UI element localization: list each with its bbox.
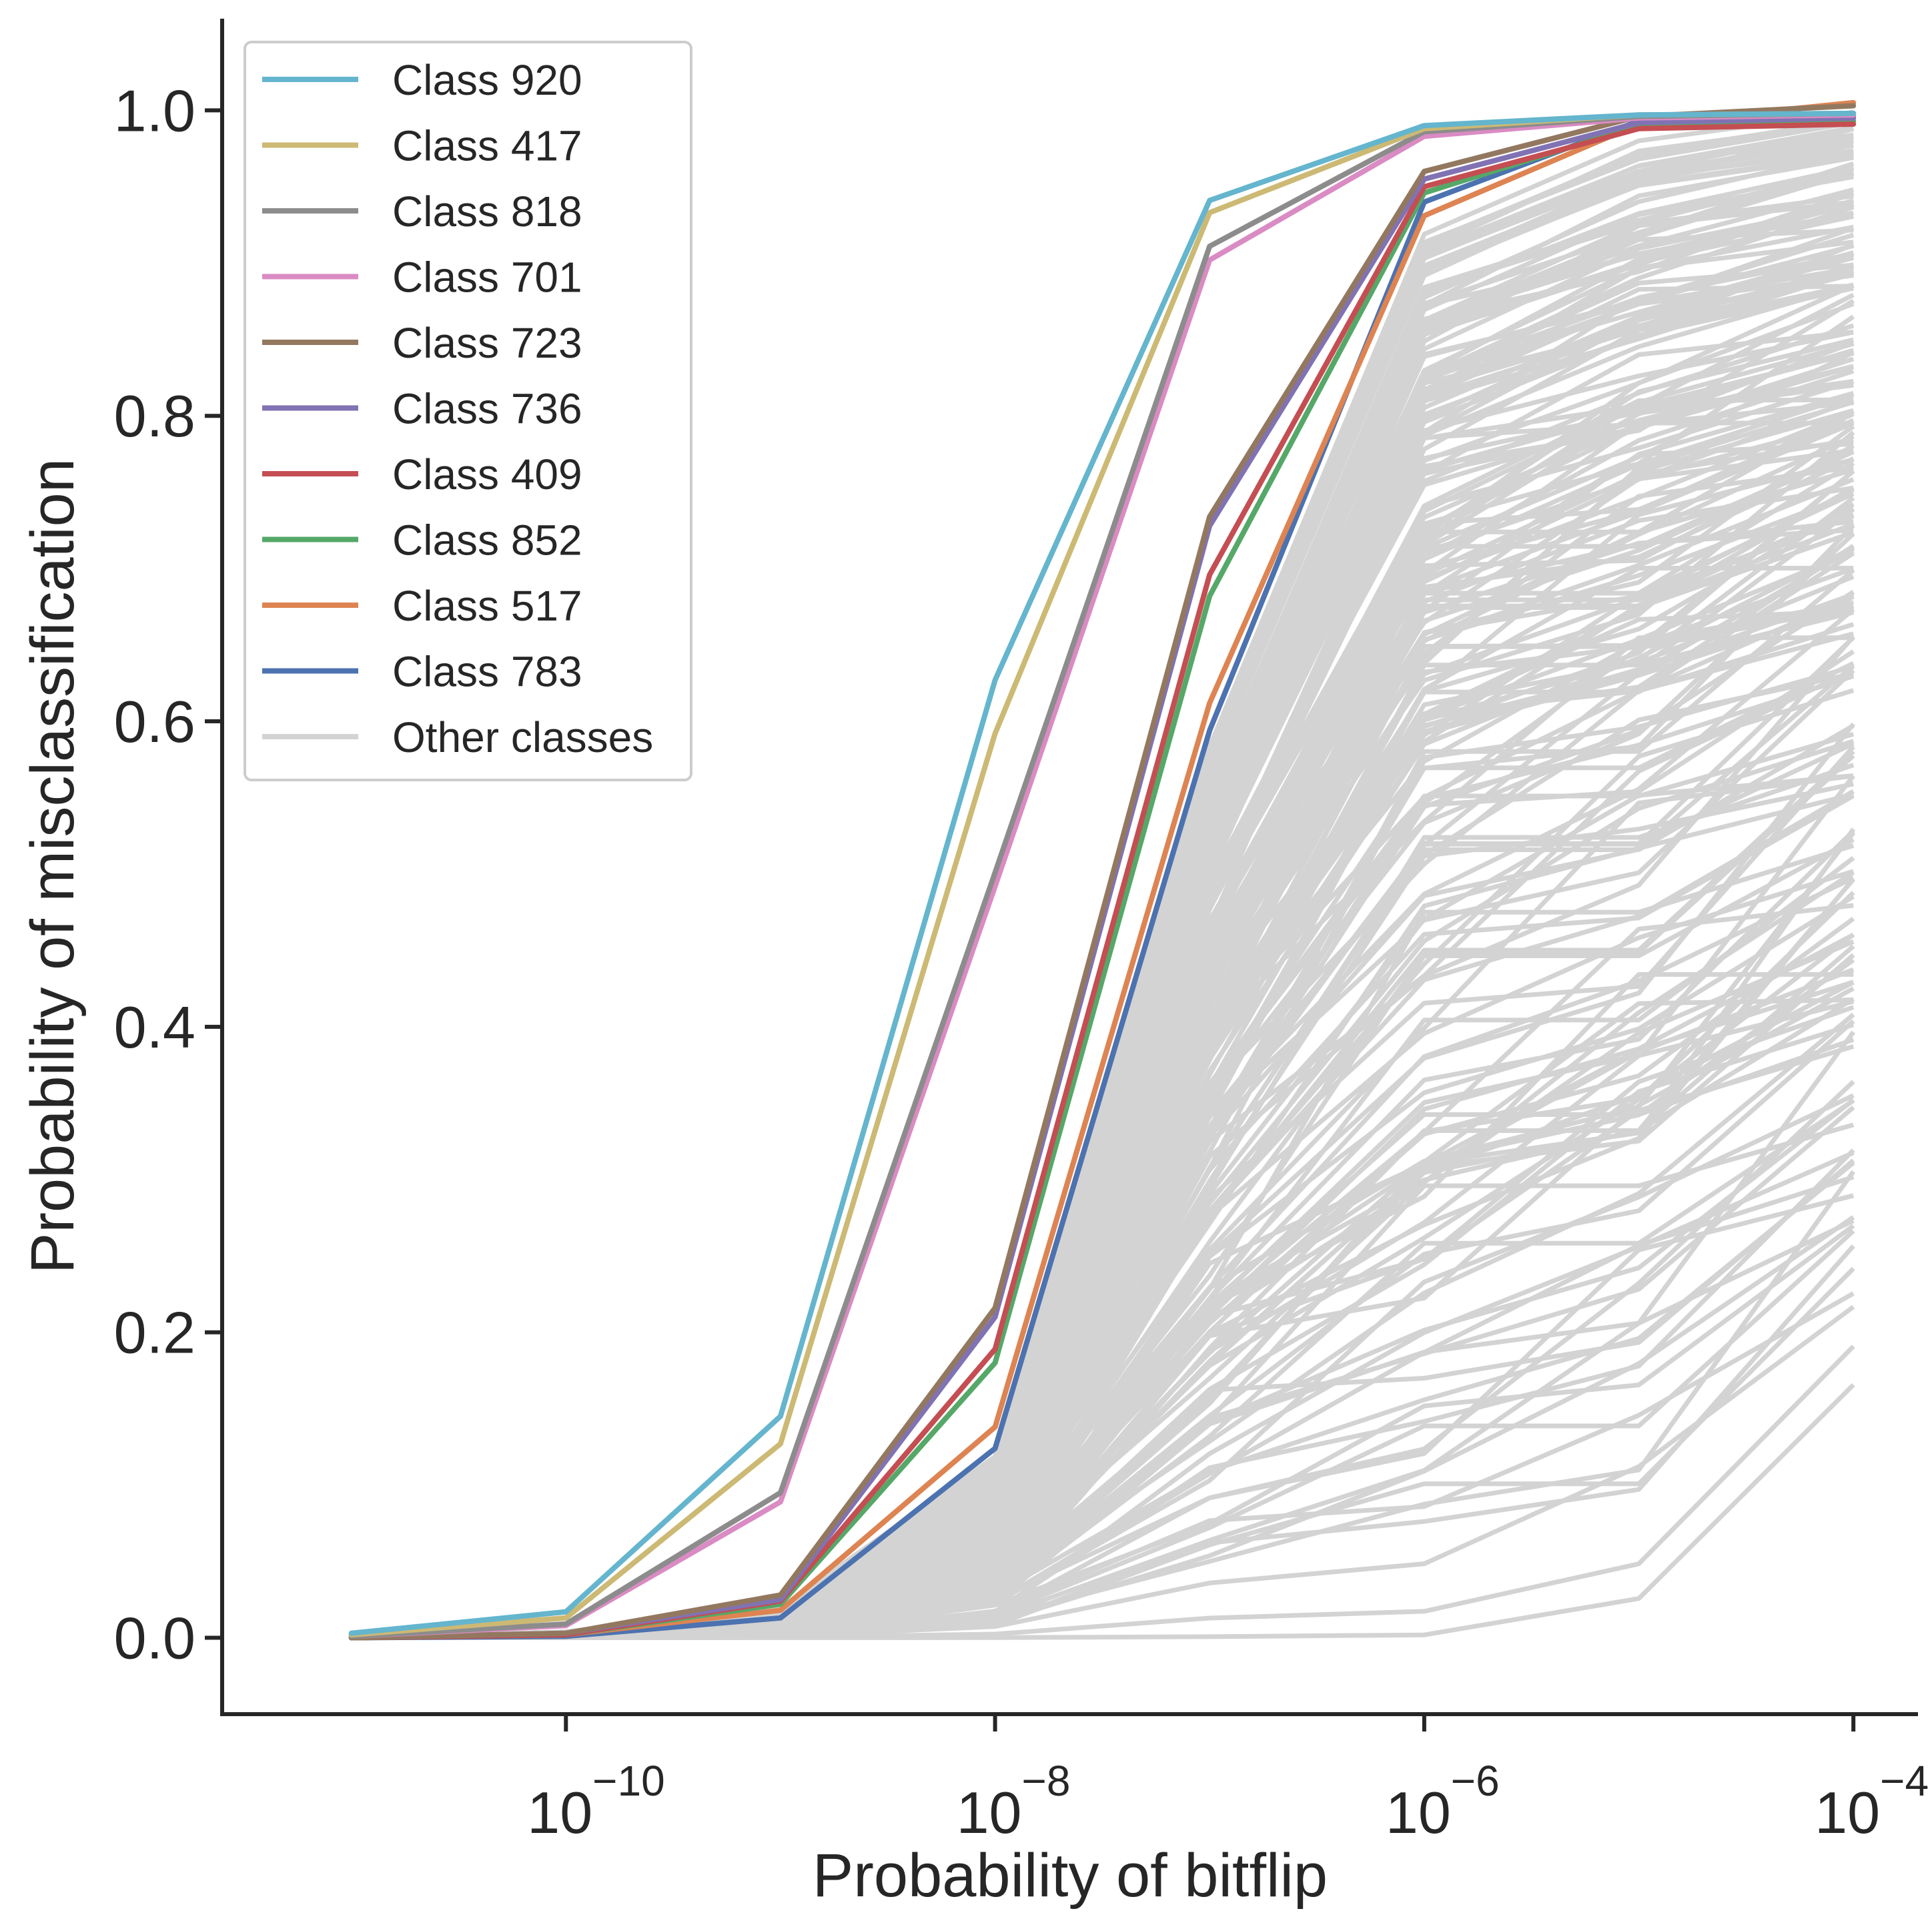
y-tick-label: 0.0 [114, 1605, 195, 1671]
legend-label: Class 723 [392, 319, 582, 367]
y-ticks: 0.0 0.2 0.4 0.6 0.8 1.0 [114, 77, 222, 1671]
x-axis-title: Probability of bitflip [813, 1842, 1328, 1910]
axes: 0.0 0.2 0.4 0.6 0.8 1.0 10−10 10−8 10−6 10−4 [114, 19, 1929, 1846]
legend-frame [244, 41, 692, 781]
y-tick-label: 0.6 [114, 689, 195, 755]
legend-label: Class 920 [392, 56, 582, 104]
legend-label: Class 701 [392, 254, 582, 302]
legend-label: Class 409 [392, 450, 582, 498]
legend-label: Other classes [392, 713, 653, 761]
legend-items: Class 920 Class 417 Class 818 Class 701 Clas… [262, 56, 653, 761]
y-tick-label: 1.0 [114, 77, 195, 143]
legend-label: Class 852 [392, 516, 582, 564]
y-tick-label: 0.8 [114, 383, 195, 449]
x-tick-label: 10−10 [527, 1757, 664, 1846]
highlighted-series-lines [348, 99, 1857, 1641]
series-line-class-920 [348, 110, 1857, 1636]
y-tick-label: 0.2 [114, 1300, 195, 1366]
legend-label: Class 517 [392, 582, 582, 630]
legend: Class 920 Class 417 Class 818 Class 701 Clas… [244, 41, 692, 781]
legend-label: Class 417 [392, 122, 582, 170]
x-tick-label: 10−8 [957, 1757, 1071, 1846]
x-tick-label: 10−4 [1815, 1757, 1929, 1846]
x-tick-label: 10−6 [1386, 1757, 1500, 1846]
y-tick-label: 0.4 [114, 994, 195, 1060]
legend-label: Class 783 [392, 648, 582, 696]
y-axis-title: Probability of misclassification [19, 458, 87, 1274]
x-ticks: 10−10 10−8 10−6 10−4 [527, 1714, 1929, 1846]
series-line-class-723 [348, 103, 1857, 1641]
legend-label: Class 818 [392, 187, 582, 236]
plot-area [348, 99, 1857, 1641]
legend-label: Class 736 [392, 385, 582, 433]
